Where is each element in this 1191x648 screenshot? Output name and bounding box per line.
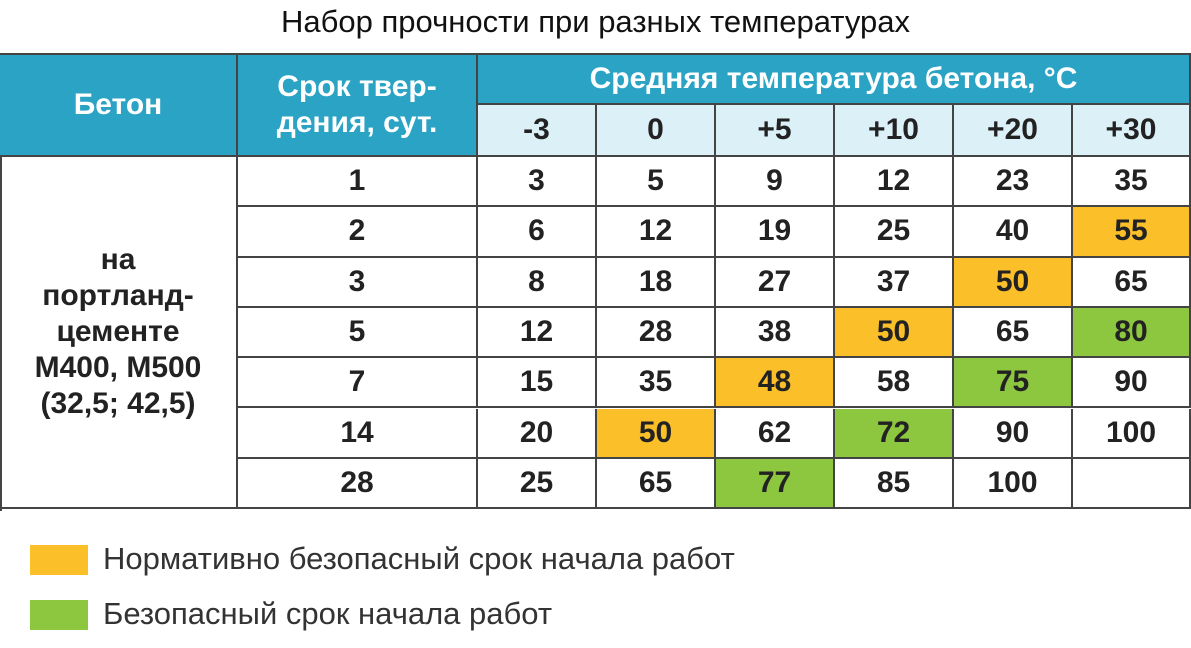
header-cell: Срок твер-дения, сут. xyxy=(238,55,478,157)
value-cell: 100 xyxy=(1073,408,1191,459)
header-cell: Средняя температура бетона, °C xyxy=(478,55,1191,105)
concrete-line: портланд- xyxy=(42,279,194,313)
header-line: дения, сут. xyxy=(276,106,438,139)
title: Набор прочности при разных температурах xyxy=(281,4,910,39)
value-cell: 25 xyxy=(478,458,597,510)
temp-header: -3 xyxy=(478,105,597,157)
concrete-line: (32,5; 42,5) xyxy=(40,387,196,421)
value-cell: 9 xyxy=(716,157,835,208)
legend-swatch xyxy=(30,600,88,630)
value-cell: 6 xyxy=(478,207,597,258)
value-cell: 35 xyxy=(597,358,716,409)
value-cell: 100 xyxy=(954,458,1073,510)
value-cell: 8 xyxy=(478,257,597,308)
temp-header: +10 xyxy=(835,105,954,157)
concrete-line: на xyxy=(100,243,136,277)
value-cell: 75 xyxy=(954,358,1073,409)
value-cell: 90 xyxy=(954,408,1073,459)
days-cell: 14 xyxy=(238,408,478,459)
value-cell: 38 xyxy=(716,307,835,359)
value-cell: 27 xyxy=(716,257,835,308)
temp-header: +30 xyxy=(1073,105,1191,157)
value-cell: 20 xyxy=(478,408,597,459)
header-line: Срок твер- xyxy=(277,70,437,103)
value-cell: 25 xyxy=(835,207,954,258)
value-cell: 72 xyxy=(835,408,954,459)
value-cell: 58 xyxy=(835,358,954,409)
value-cell: 12 xyxy=(478,307,597,359)
value-cell: 90 xyxy=(1073,358,1191,409)
value-cell: 3 xyxy=(478,157,597,208)
temp-header: +5 xyxy=(716,105,835,157)
value-cell: 65 xyxy=(954,307,1073,359)
value-cell: 40 xyxy=(954,207,1073,258)
temp-header: 0 xyxy=(597,105,716,157)
value-cell: 12 xyxy=(835,157,954,208)
table-frame xyxy=(0,53,1191,512)
value-cell: 37 xyxy=(835,257,954,308)
days-cell: 7 xyxy=(238,358,478,409)
concrete-line: М400, М500 xyxy=(34,351,202,385)
value-cell: 65 xyxy=(597,458,716,510)
value-cell: 55 xyxy=(1073,207,1191,258)
days-cell: 1 xyxy=(238,157,478,208)
value-cell: 65 xyxy=(1073,257,1191,308)
value-cell: 85 xyxy=(835,458,954,510)
value-cell: 50 xyxy=(597,408,716,459)
value-cell: 23 xyxy=(954,157,1073,208)
value-cell xyxy=(1073,458,1191,510)
concrete-line: цементе xyxy=(56,315,180,349)
value-cell: 12 xyxy=(597,207,716,258)
legend-swatch xyxy=(30,545,88,575)
value-cell: 50 xyxy=(954,257,1073,308)
value-cell: 77 xyxy=(716,458,835,510)
value-cell: 62 xyxy=(716,408,835,459)
value-cell: 35 xyxy=(1073,157,1191,208)
value-cell: 28 xyxy=(597,307,716,359)
value-cell: 80 xyxy=(1073,307,1191,359)
days-cell: 28 xyxy=(238,458,478,510)
value-cell: 15 xyxy=(478,358,597,409)
days-cell: 3 xyxy=(238,257,478,308)
value-cell: 5 xyxy=(597,157,716,208)
legend-label: Безопасный срок начала работ xyxy=(103,596,553,631)
value-cell: 50 xyxy=(835,307,954,359)
days-cell: 5 xyxy=(238,307,478,359)
days-cell: 2 xyxy=(238,207,478,258)
legend-label: Нормативно безопасный срок начала работ xyxy=(103,541,735,576)
header-cell: Бетон xyxy=(0,55,238,157)
value-cell: 48 xyxy=(716,358,835,409)
concrete-cell: на портланд-цементе М400, М500 (32,5; 42,5) xyxy=(0,157,238,510)
value-cell: 19 xyxy=(716,207,835,258)
value-cell: 18 xyxy=(597,257,716,308)
temp-header: +20 xyxy=(954,105,1073,157)
